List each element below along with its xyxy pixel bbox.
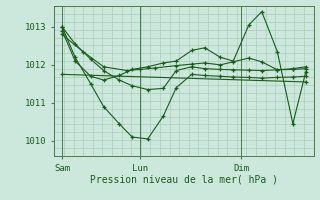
X-axis label: Pression niveau de la mer( hPa ): Pression niveau de la mer( hPa ) (90, 174, 278, 184)
